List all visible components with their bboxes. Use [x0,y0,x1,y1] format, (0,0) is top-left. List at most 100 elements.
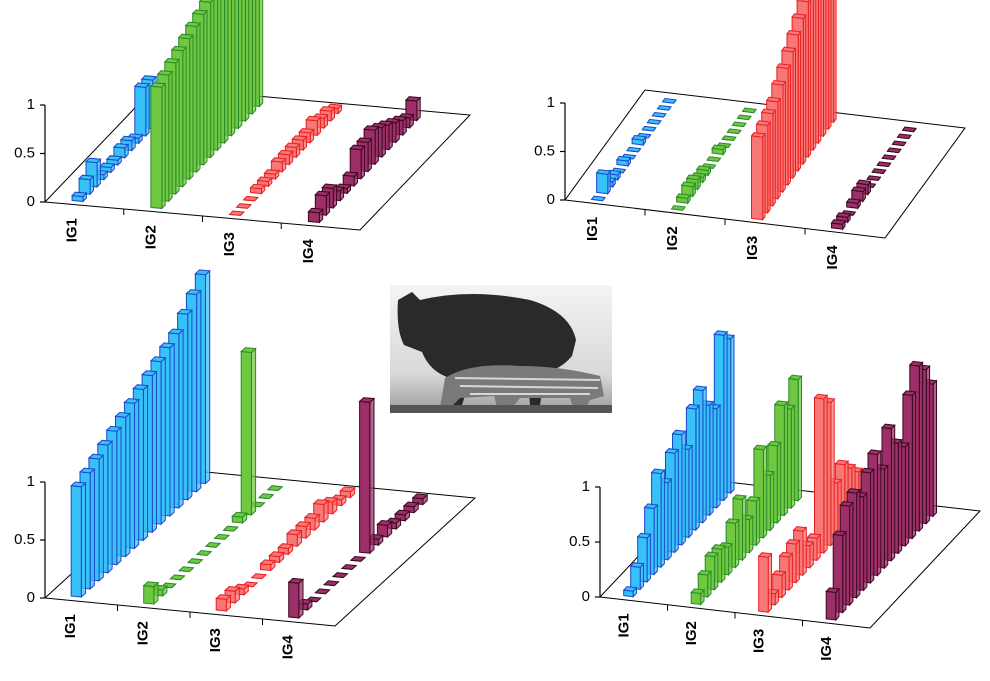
bar-front [215,597,227,612]
bar-top [215,594,232,600]
bar [629,562,645,591]
bar-top [363,125,380,131]
bar-top [832,530,848,537]
bar-top [105,155,123,161]
bar-top [105,425,123,432]
category-label: IG3 [221,232,238,256]
bar [680,181,697,198]
bar-top [706,156,722,162]
bar-top [319,106,336,112]
bar [142,581,160,606]
bar-top [766,440,782,447]
bar-side [107,440,113,574]
bar-top [342,171,359,177]
bar-front [630,565,641,590]
bar-top [167,328,185,335]
bar-top [671,429,687,436]
bar-top [240,347,257,354]
bar-top [615,155,632,162]
bar-top [266,485,284,492]
bar [195,550,213,556]
bar [670,205,687,211]
bar-top [249,183,266,190]
bar-front [751,135,764,221]
bar-top [896,133,912,140]
bar [349,555,367,562]
bar-top [268,551,285,558]
bar-top [195,550,213,556]
bar-top [133,82,151,88]
bar-top [745,496,761,502]
y-tick-label: 0 [547,191,555,208]
bar-top [349,555,367,562]
bar-top [250,573,268,580]
bar-top [778,551,794,558]
bar-top [908,360,924,367]
bar [349,144,366,180]
bar [726,128,742,135]
bar-top [298,127,315,134]
bar-top [231,511,248,518]
bar-top [629,562,645,568]
bar-top [349,144,366,151]
category-label: IG3 [207,628,224,652]
bar-top [87,453,105,460]
bar-top [834,459,850,466]
bar [70,481,87,599]
bar-top [731,494,747,501]
bar [656,104,672,111]
bar-top [641,125,657,132]
bar [590,195,607,202]
bar-top [170,45,188,52]
bar-top [796,0,811,3]
bar-side [251,0,257,116]
bar-top [664,448,680,454]
bar [622,586,638,598]
boar-photo [390,285,612,413]
bar [322,580,340,587]
bar [250,573,268,580]
bar-side [134,398,140,550]
bar-top [270,157,287,163]
bar-top [411,493,429,500]
bar [298,127,315,144]
bar-top [142,581,160,588]
chart-panel: 0 0.5 1 IG1 IG2 IG3 IG4 [14,269,477,659]
category-label: IG4 [818,636,835,661]
bar-side [298,578,304,620]
bar-top [839,500,854,507]
bar-side [125,412,131,558]
bar-front [596,172,609,195]
bar [626,146,642,153]
bar [813,393,829,555]
bar-top [650,468,666,475]
bar [757,552,773,614]
bar-top [277,149,294,156]
bar-top [891,140,907,147]
bar-top [765,96,782,103]
bar-top [194,269,211,276]
bar-top [186,558,204,565]
bar-top [791,13,807,20]
bar-top [692,385,708,392]
bar-top [198,0,214,3]
bar [149,82,167,210]
bar-top [855,179,872,186]
bar-top [235,203,252,209]
y-tick-label: 0.5 [14,144,35,161]
bar [750,132,767,222]
y-tick-label: 1 [27,96,35,113]
bar-side [116,426,122,566]
bar-top [312,499,330,506]
category-label: IG4 [279,634,296,659]
bar [314,588,331,595]
bar-top [770,79,787,86]
category-label: IG1 [64,218,81,242]
bar-top [785,538,801,545]
bar [825,587,841,622]
category-label: IG1 [615,613,632,637]
bar-side [205,269,211,485]
bar-front [288,581,300,619]
bar-top [771,570,787,576]
bar-top [813,393,829,400]
